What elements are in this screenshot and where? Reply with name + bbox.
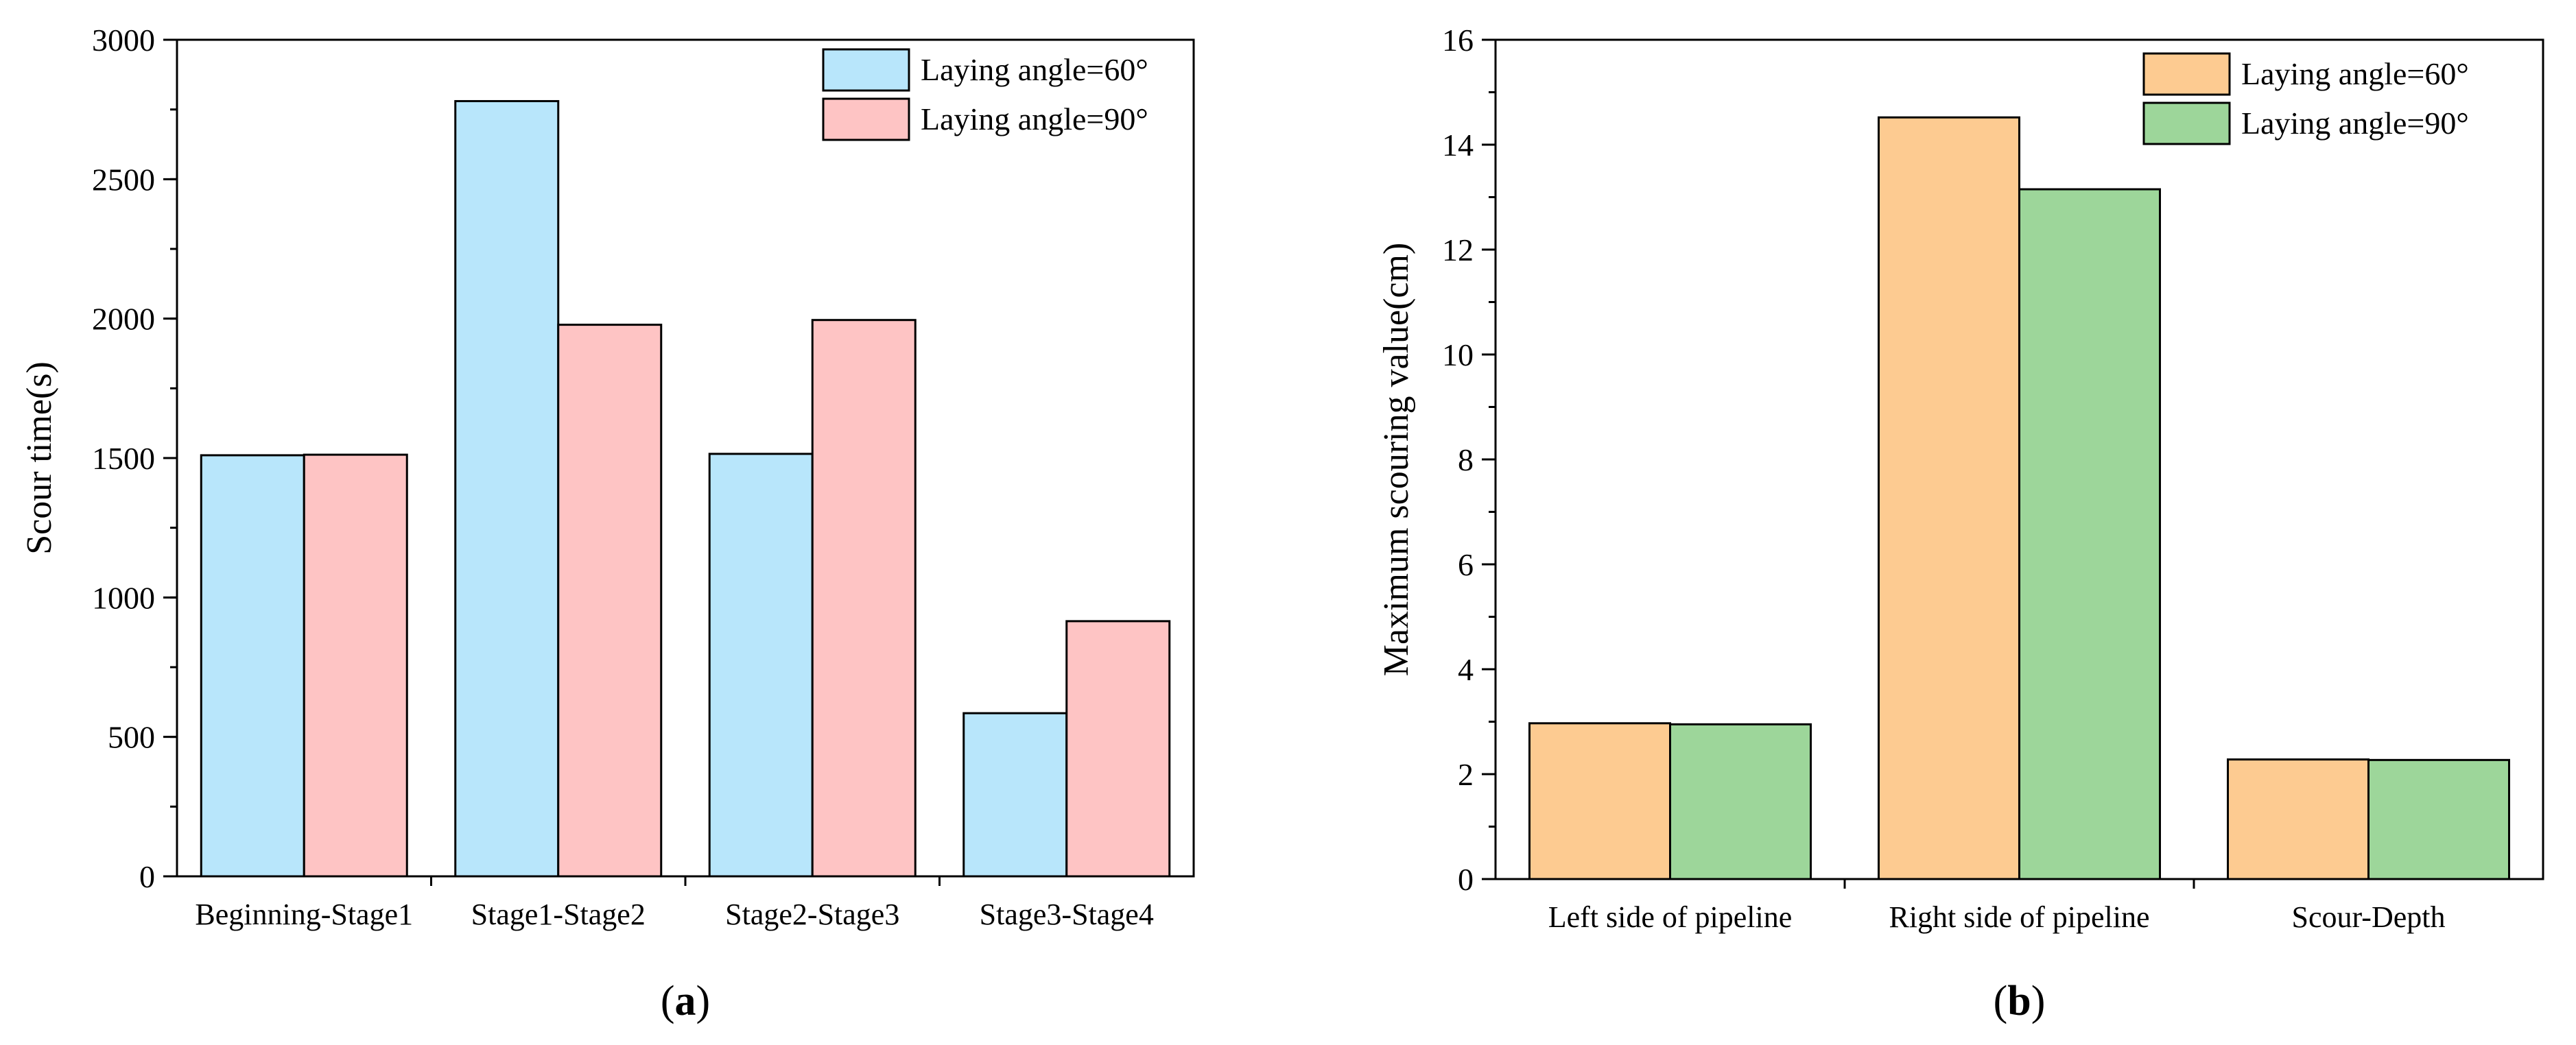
x-tick-label: Scour-Depth: [2292, 900, 2446, 934]
legend-swatch: [2142, 52, 2231, 96]
chart-panel-a: 0 500 1000 1500 2000 2500 3000 Beginning-Stage…: [20, 23, 1195, 1024]
y-tick-label: 1500: [92, 441, 155, 476]
y-tick-labels: 0 500 1000 1500 2000 2500 3000: [92, 23, 155, 894]
y-tick-label: 4: [1458, 652, 1474, 687]
panel-label: (b): [1994, 978, 2046, 1024]
legend-swatch: [822, 97, 910, 141]
bar: [962, 712, 1068, 878]
x-tick-label: Beginning-Stage1: [195, 898, 413, 931]
y-tick-label: 10: [1442, 337, 1474, 372]
panel-label-open-paren: (: [1994, 978, 2008, 1024]
x-category-labels: Beginning-Stage1 Stage1-Stage2 Stage2-Stag…: [195, 898, 1153, 931]
y-tick-label: 0: [1458, 862, 1474, 897]
legend-label: Laying angle=60°: [921, 52, 1148, 87]
x-category-labels: Left side of pipeline Right side of pipel…: [1548, 900, 2446, 934]
y-tick-label: 12: [1442, 232, 1474, 267]
y-tick-label: 0: [139, 859, 155, 894]
x-tick-label: Right side of pipeline: [1889, 900, 2149, 934]
panel-label-letter: b: [2007, 978, 2031, 1024]
bar: [303, 453, 408, 878]
y-tick-label: 1000: [92, 580, 155, 615]
legend-label: Laying angle=90°: [921, 101, 1148, 136]
y-tick-label: 8: [1458, 442, 1474, 477]
y-tick-label: 2500: [92, 162, 155, 197]
y-tick-label: 16: [1442, 23, 1474, 58]
x-tick-label: Left side of pipeline: [1548, 900, 1793, 934]
panel-label-open-paren: (: [661, 978, 675, 1024]
bar: [811, 319, 917, 878]
bar: [2367, 758, 2510, 880]
legend-label: Laying angle=90°: [2241, 106, 2469, 141]
panel-label: (a): [661, 978, 710, 1024]
y-tick-labels: 0 2 4 6 8 10 12 14 16: [1442, 23, 1474, 897]
y-tick-label: 2000: [92, 302, 155, 337]
y-axis-title: Scour time(s): [20, 361, 59, 555]
bar: [2018, 188, 2161, 880]
x-tick-label: Stage3-Stage4: [980, 898, 1154, 931]
bar: [454, 99, 560, 878]
bars-group: [1528, 116, 2510, 880]
y-tick-label: 3000: [92, 23, 155, 58]
legend-swatch: [2142, 101, 2231, 145]
bar: [1065, 620, 1171, 878]
axes-group: [163, 38, 1195, 886]
chart-panel-b: 0 2 4 6 8 10 12 14 16 Left side of pipeline Right…: [1377, 23, 2544, 1024]
bars-group: [200, 99, 1171, 878]
bar: [200, 454, 305, 878]
panel-label-close-paren: ): [696, 978, 711, 1024]
legend-swatch: [822, 48, 910, 92]
y-tick-label: 2: [1458, 757, 1474, 792]
y-tick-label: 14: [1442, 128, 1474, 163]
panel-label-letter: a: [675, 978, 696, 1024]
x-tick-label: Stage1-Stage2: [471, 898, 646, 931]
panel-label-close-paren: ): [2031, 978, 2046, 1024]
bar: [557, 324, 663, 878]
bar: [1669, 723, 1812, 880]
y-axis-title: Maximum scouring value(cm): [1377, 243, 1416, 677]
bar: [708, 453, 814, 878]
legend: Laying angle=60° Laying angle=90°: [2142, 52, 2469, 145]
legend: Laying angle=60° Laying angle=90°: [822, 48, 1148, 141]
bar: [1528, 722, 1671, 880]
x-tick-label: Stage2-Stage3: [725, 898, 899, 931]
bar: [1878, 116, 2020, 880]
bar: [2227, 758, 2370, 880]
y-tick-label: 6: [1458, 547, 1474, 582]
axes-group: [1482, 38, 2544, 889]
y-tick-label: 500: [108, 720, 155, 755]
legend-label: Laying angle=60°: [2241, 56, 2469, 91]
